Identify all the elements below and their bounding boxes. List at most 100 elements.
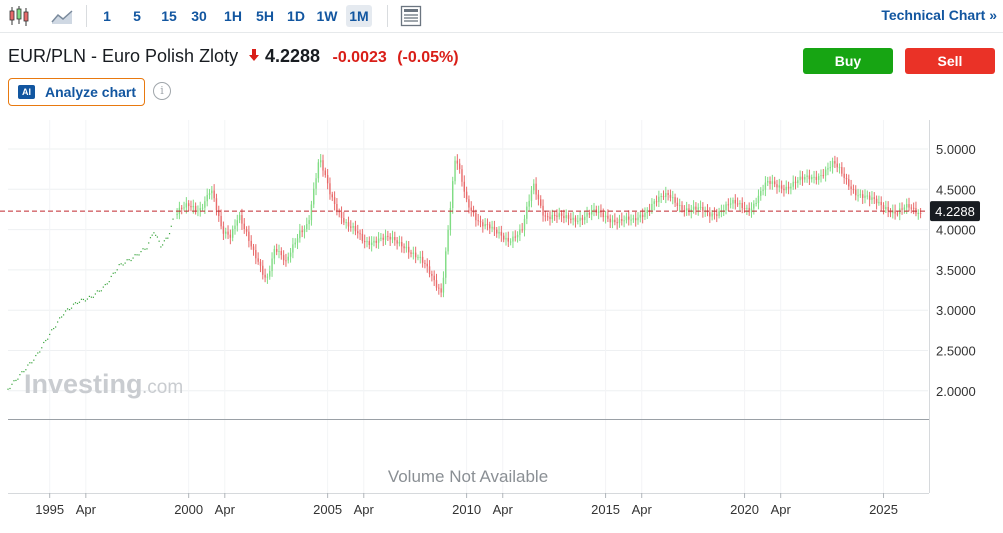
candle-body: [204, 201, 206, 208]
price-chart[interactable]: Investing .com Volume Not Available 5.00…: [0, 120, 1003, 533]
y-tick-label: 4.0000: [936, 223, 976, 238]
timeframe-1[interactable]: 1: [103, 8, 111, 24]
info-icon[interactable]: i: [153, 82, 171, 100]
candle-body: [804, 177, 806, 180]
candle-body: [343, 217, 345, 223]
candle-body: [590, 210, 593, 215]
candle-body: [255, 250, 257, 259]
candle-body: [523, 218, 526, 231]
early-price-dot: [136, 254, 138, 256]
candle-body: [702, 206, 704, 212]
early-price-dot: [92, 296, 94, 298]
candle-body: [331, 194, 333, 198]
early-price-dot: [39, 351, 41, 353]
timeframe-30[interactable]: 30: [191, 8, 207, 24]
candle-body: [465, 191, 468, 200]
timeframe-1d[interactable]: 1D: [287, 8, 305, 24]
candle-body: [760, 190, 762, 196]
candle-body: [454, 160, 456, 182]
early-price-dot: [53, 327, 55, 330]
timeframe-1h[interactable]: 1H: [224, 8, 242, 24]
candle-body: [225, 231, 227, 234]
early-price-dot: [170, 225, 172, 227]
candle-body: [287, 256, 289, 261]
candle-body: [382, 237, 384, 240]
candle-body: [396, 240, 398, 244]
candle-body: [861, 194, 864, 198]
candle-body: [644, 213, 646, 218]
candlestick-icon[interactable]: [7, 4, 31, 28]
buy-button[interactable]: Buy: [803, 48, 893, 74]
candle-body: [801, 176, 804, 180]
candle-body: [584, 216, 586, 221]
candle-body: [484, 224, 486, 227]
early-price-dot: [130, 259, 132, 262]
candle-body: [338, 211, 340, 213]
candle-body: [389, 236, 391, 240]
candle-body: [269, 271, 271, 277]
candle-body: [790, 186, 792, 189]
y-tick-label: 4.5000: [936, 182, 976, 197]
candle-body: [516, 234, 519, 238]
candle-body: [354, 226, 357, 232]
candle-body: [597, 210, 600, 213]
candle-body: [433, 275, 435, 281]
candle-body: [326, 175, 329, 184]
early-price-dot: [96, 290, 98, 292]
early-price-dot: [116, 269, 118, 271]
sell-button[interactable]: Sell: [905, 48, 995, 74]
candle-body: [688, 208, 690, 212]
timeframe-15[interactable]: 15: [161, 8, 177, 24]
candle-body: [919, 212, 922, 214]
early-price-dot: [47, 338, 49, 340]
layout-icon[interactable]: [399, 4, 423, 28]
y-tick-label: 2.5000: [936, 343, 976, 358]
early-price-dot: [33, 359, 35, 361]
timeframe-5[interactable]: 5: [133, 8, 141, 24]
last-price: 4.2288: [264, 46, 321, 66]
timeframe-1m[interactable]: 1M: [346, 5, 372, 27]
candle-body: [273, 248, 276, 259]
candle-body: [771, 181, 774, 184]
x-tick-label: Apr: [493, 502, 514, 517]
candle-body: [313, 188, 315, 205]
candle-body: [442, 277, 445, 293]
candle-body: [817, 176, 820, 180]
candle-body: [408, 246, 410, 253]
candle-body: [674, 197, 676, 203]
candle-body: [505, 237, 507, 240]
candle-body: [449, 208, 452, 230]
early-price-dot: [49, 333, 51, 336]
candle-body: [475, 213, 477, 221]
early-price-dot: [41, 347, 43, 349]
candle-body: [271, 258, 273, 272]
early-price-dot: [155, 234, 157, 236]
technical-chart-link[interactable]: Technical Chart »: [881, 7, 997, 23]
area-chart-icon[interactable]: [50, 4, 74, 28]
early-price-dot: [151, 234, 153, 236]
timeframe-5h[interactable]: 5H: [256, 8, 274, 24]
candle-body: [528, 200, 530, 207]
early-price-dot: [100, 290, 102, 292]
analyze-chart-button[interactable]: AI Analyze chart: [8, 78, 145, 106]
candle-body: [574, 217, 577, 222]
candle-body: [489, 224, 491, 229]
candle-body: [458, 163, 461, 170]
candle-body: [266, 276, 269, 278]
candle-body: [310, 204, 313, 221]
candle-body: [199, 208, 201, 211]
early-price-dot: [128, 259, 130, 261]
timeframe-1w[interactable]: 1W: [316, 8, 338, 24]
x-tick-label: 2000: [174, 502, 203, 517]
candle-body: [824, 169, 827, 176]
candle-body: [347, 222, 350, 227]
early-price-dot: [134, 254, 136, 256]
candle-body: [820, 175, 822, 177]
early-price-dot: [156, 236, 158, 238]
candle-body: [827, 168, 829, 170]
watermark-investing: Investing: [24, 369, 143, 399]
candle-body: [808, 175, 811, 180]
candle-body: [857, 195, 859, 197]
candle-body: [252, 246, 255, 251]
candle-body: [838, 167, 841, 169]
